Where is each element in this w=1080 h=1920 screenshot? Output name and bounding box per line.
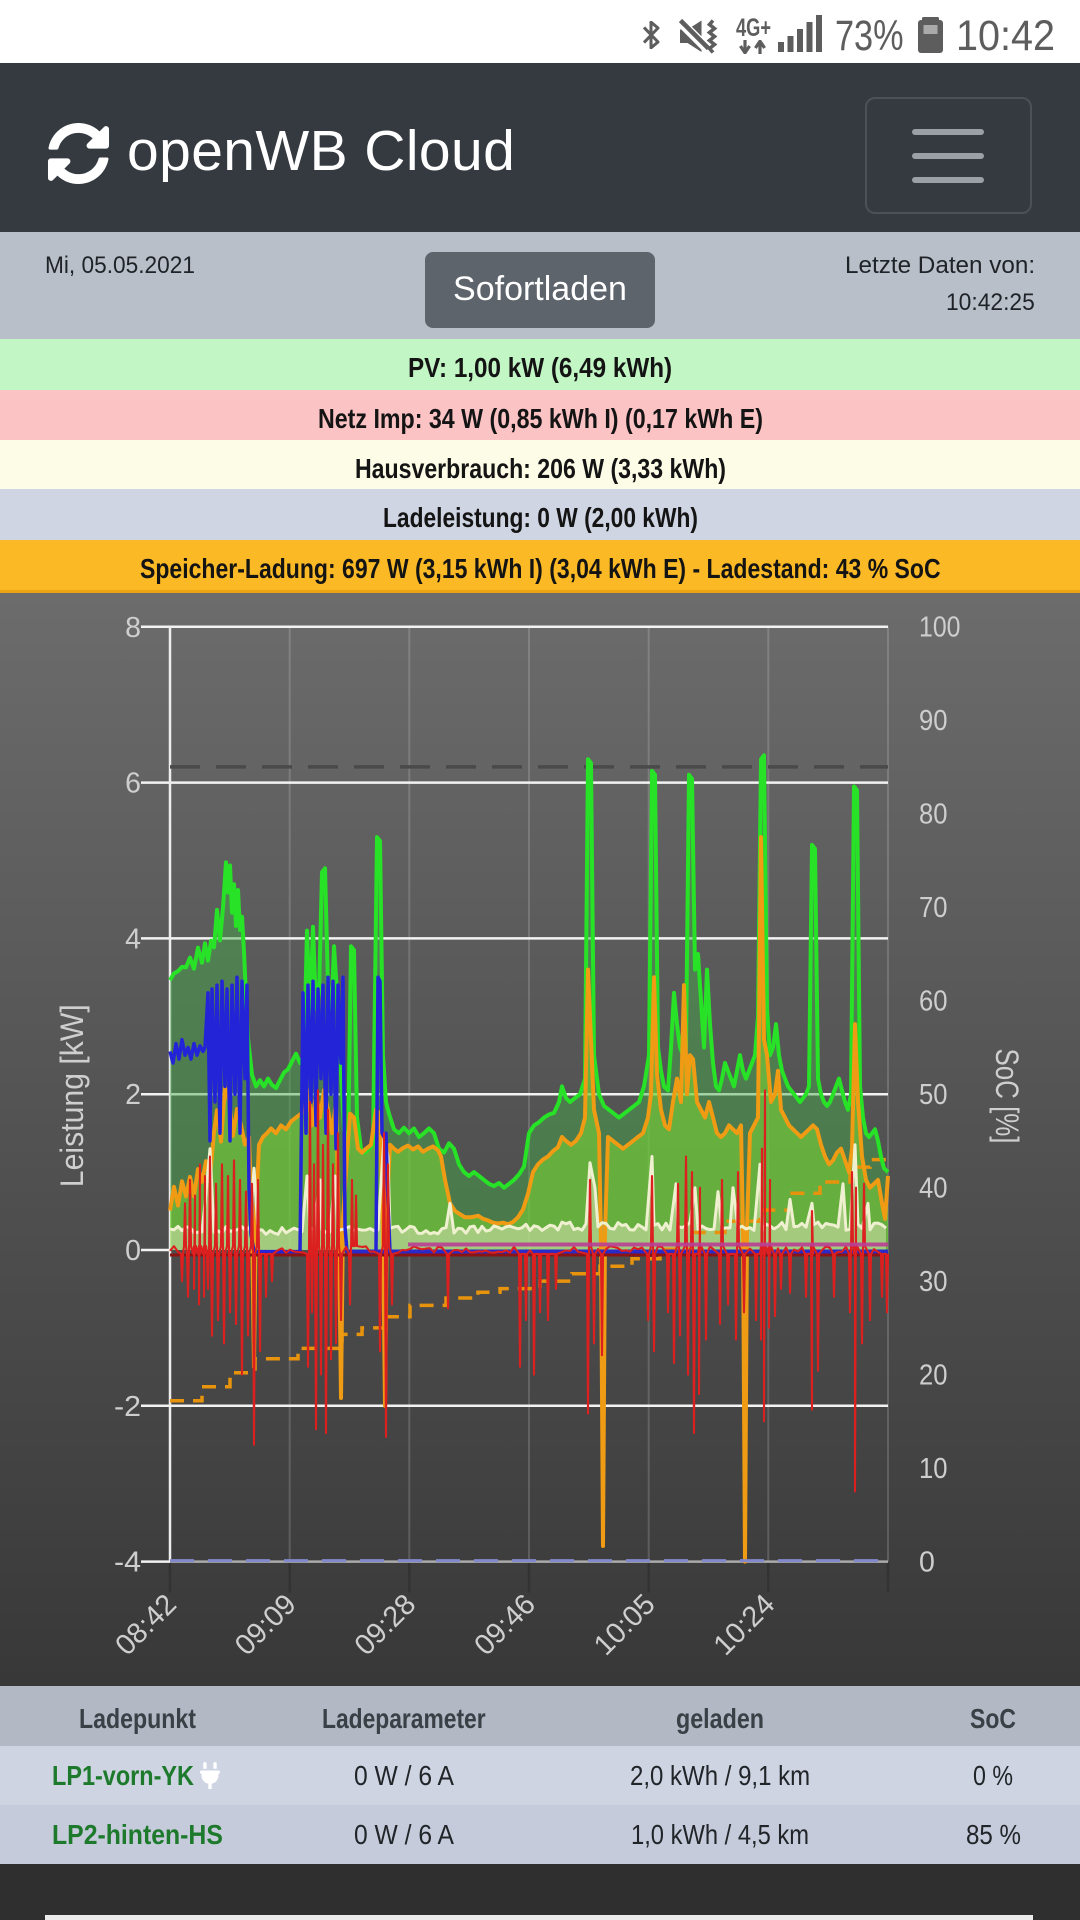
svg-text:40: 40	[919, 1173, 948, 1205]
svg-text:30: 30	[919, 1266, 948, 1298]
svg-text:50: 50	[919, 1079, 948, 1111]
svg-text:4: 4	[125, 923, 141, 955]
svg-text:Leistung [kW]: Leistung [kW]	[54, 1004, 90, 1187]
svg-text:100: 100	[919, 612, 961, 644]
svg-text:SoC [%]: SoC [%]	[989, 1049, 1025, 1144]
svg-text:0: 0	[919, 1547, 935, 1579]
svg-text:70: 70	[919, 892, 948, 924]
svg-text:90: 90	[919, 705, 948, 737]
svg-text:80: 80	[919, 799, 948, 831]
svg-text:8: 8	[125, 612, 141, 644]
svg-text:6: 6	[125, 768, 141, 800]
svg-text:60: 60	[919, 986, 948, 1018]
svg-text:-2: -2	[114, 1391, 141, 1423]
svg-text:-4: -4	[114, 1547, 141, 1579]
svg-text:4G+: 4G+	[736, 15, 771, 41]
svg-text:2: 2	[125, 1079, 141, 1111]
svg-text:0: 0	[125, 1235, 141, 1267]
svg-text:20: 20	[919, 1360, 948, 1392]
svg-text:10: 10	[919, 1453, 948, 1485]
